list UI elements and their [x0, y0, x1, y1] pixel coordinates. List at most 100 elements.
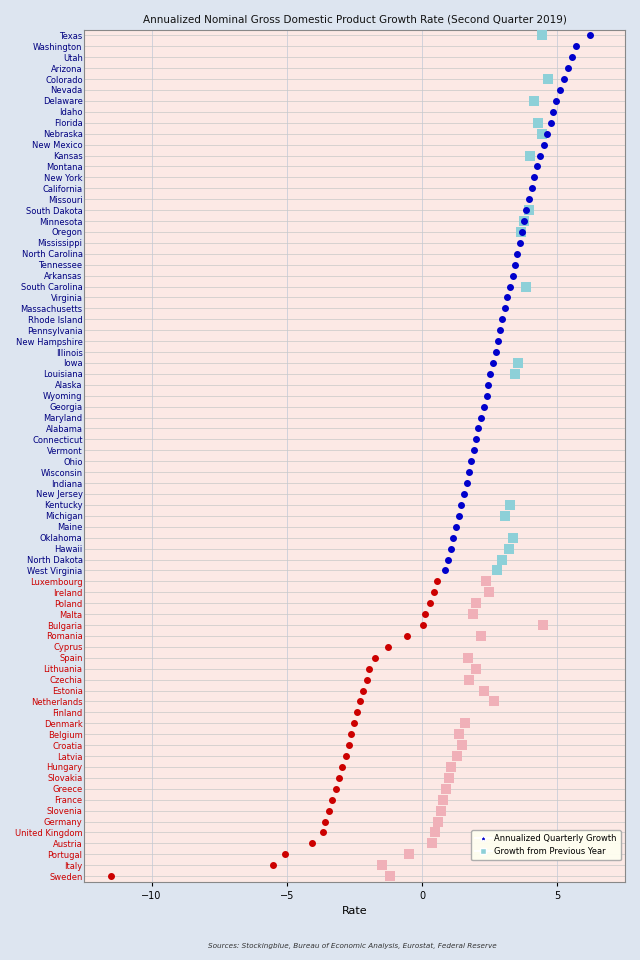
Point [424, 595, 435, 611]
Point [324, 803, 334, 818]
Point [534, 148, 545, 163]
Point [351, 705, 362, 720]
Legend: Annualized Quarterly Growth, Growth from Previous Year: Annualized Quarterly Growth, Growth from… [471, 829, 621, 860]
Point [548, 104, 559, 119]
Point [521, 203, 531, 218]
Point [539, 137, 549, 153]
Point [508, 530, 518, 545]
Point [456, 497, 467, 513]
Point [543, 71, 553, 86]
Point [499, 300, 509, 316]
Point [327, 792, 337, 807]
Point [459, 487, 469, 502]
Point [457, 737, 467, 753]
Point [466, 453, 476, 468]
Point [484, 585, 494, 600]
Point [508, 268, 518, 283]
Point [521, 278, 531, 294]
Point [454, 727, 465, 742]
Point [491, 345, 501, 360]
Point [516, 225, 526, 240]
Point [479, 683, 489, 698]
Point [340, 749, 351, 764]
Point [452, 749, 462, 764]
Point [385, 869, 396, 884]
Title: Annualized Nominal Gross Domestic Product Growth Rate (Second Quarter 2019): Annualized Nominal Gross Domestic Produc… [143, 15, 566, 25]
Point [444, 770, 454, 785]
Point [333, 770, 344, 785]
Point [481, 388, 492, 403]
Point [519, 213, 529, 228]
Point [454, 508, 464, 523]
Point [346, 727, 356, 742]
Point [513, 355, 524, 371]
Point [481, 574, 491, 589]
Point [567, 50, 577, 65]
Point [500, 508, 511, 523]
Point [538, 617, 548, 633]
Point [525, 148, 535, 163]
Point [492, 563, 502, 578]
Point [555, 83, 565, 98]
Point [517, 225, 527, 240]
Point [468, 607, 478, 622]
Point [510, 366, 520, 381]
Point [468, 443, 479, 458]
Point [532, 158, 542, 174]
Point [355, 694, 365, 709]
Point [438, 792, 449, 807]
Point [529, 93, 540, 108]
Point [571, 38, 581, 54]
Point [402, 628, 412, 643]
Point [505, 497, 515, 513]
Point [489, 694, 499, 709]
Point [358, 683, 368, 698]
X-axis label: Rate: Rate [342, 906, 367, 916]
Point [585, 28, 595, 43]
Point [417, 617, 428, 633]
Point [509, 257, 520, 273]
Point [515, 235, 525, 251]
Point [545, 115, 556, 131]
Point [404, 847, 414, 862]
Point [461, 475, 472, 491]
Point [524, 191, 534, 206]
Point [106, 869, 116, 884]
Point [471, 432, 481, 447]
Point [443, 552, 453, 567]
Point [349, 715, 359, 731]
Point [527, 180, 537, 196]
Point [448, 530, 458, 545]
Point [538, 126, 548, 141]
Point [551, 93, 561, 108]
Point [476, 628, 486, 643]
Point [519, 213, 529, 228]
Point [320, 814, 330, 829]
Point [280, 847, 290, 862]
Point [470, 661, 481, 677]
Point [364, 661, 374, 677]
Point [505, 278, 515, 294]
Point [488, 355, 498, 371]
Point [435, 803, 445, 818]
Point [317, 825, 328, 840]
Point [377, 857, 387, 873]
Point [497, 312, 507, 327]
Point [441, 781, 451, 797]
Point [428, 836, 438, 852]
Point [538, 28, 548, 43]
Point [451, 519, 461, 535]
Point [497, 552, 507, 567]
Point [541, 126, 552, 141]
Text: Sources: Stockingblue, Bureau of Economic Analysis, Eurostat, Federal Reserve: Sources: Stockingblue, Bureau of Economi… [207, 944, 497, 949]
Point [460, 715, 470, 731]
Point [559, 71, 569, 86]
Point [502, 290, 513, 305]
Point [563, 60, 573, 76]
Point [370, 650, 380, 665]
Point [524, 203, 534, 218]
Point [344, 737, 354, 753]
Point [307, 836, 317, 852]
Point [383, 639, 394, 655]
Point [445, 540, 456, 556]
